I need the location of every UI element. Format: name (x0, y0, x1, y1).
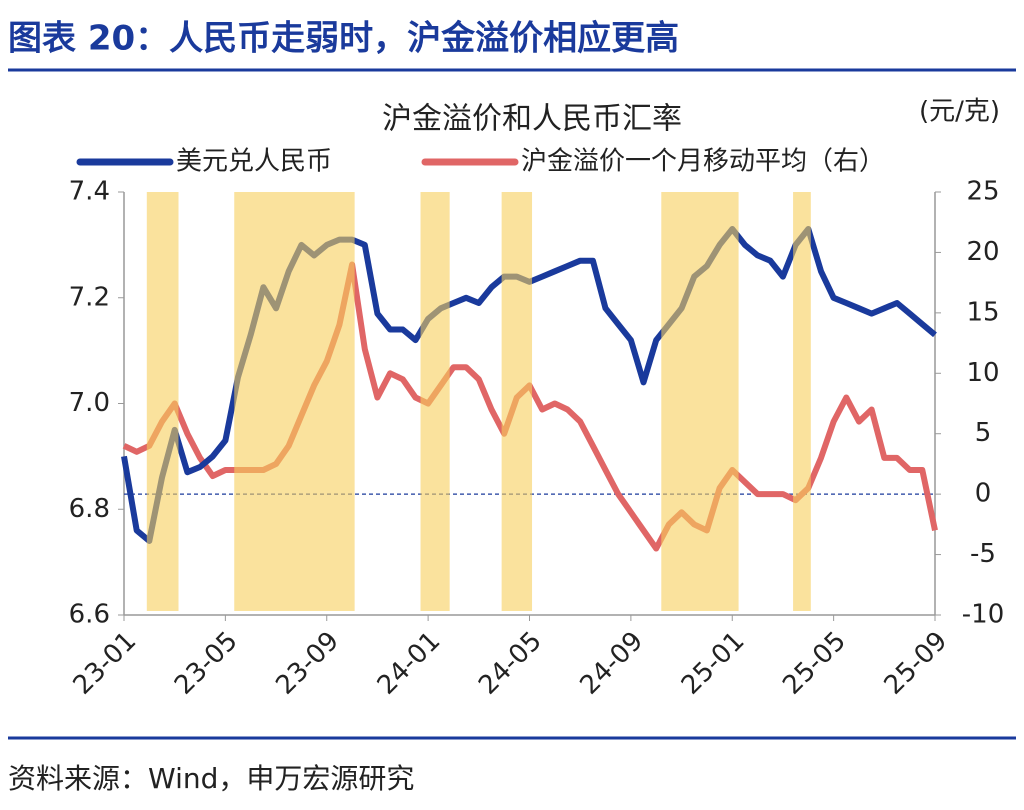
x-tick-label: 24-09 (574, 626, 649, 701)
y2-axis-label: (元/克) (919, 97, 1000, 127)
y-tick-label: 7.4 (69, 177, 110, 207)
x-tick-label: 24-01 (372, 626, 447, 701)
y2-tick-label: 10 (966, 358, 999, 388)
x-tick-label: 24-05 (473, 626, 548, 701)
shaded-period (661, 192, 739, 611)
shaded-period (793, 192, 811, 611)
shaded-period (146, 192, 179, 611)
y2-tick-label: 25 (966, 177, 999, 207)
shaded-period (234, 192, 355, 611)
x-tick-label: 23-05 (169, 626, 244, 701)
source-note: 资料来源：Wind，申万宏源研究 (8, 762, 414, 795)
y2-tick-label: 15 (966, 297, 999, 327)
x-tick-label: 25-01 (676, 626, 751, 701)
shaded-period (420, 192, 450, 611)
y2-tick-label: 20 (966, 237, 999, 267)
chart-title: 沪金溢价和人民币汇率 (382, 102, 682, 137)
x-tick-label: 25-05 (777, 626, 852, 701)
header-title: 图表 20：人民币走弱时，沪金溢价相应更高 (8, 19, 679, 59)
y2-tick-label: -10 (962, 600, 1004, 630)
y2-tick-label: 0 (975, 479, 992, 509)
x-tick-label: 23-01 (68, 626, 143, 701)
x-tick-label: 23-09 (270, 626, 345, 701)
y2-tick-label: 5 (975, 418, 992, 448)
y2-tick-label: -5 (970, 539, 996, 569)
legend-label: 沪金溢价一个月移动平均（右） (521, 147, 885, 177)
x-tick-label: 25-09 (879, 626, 954, 701)
y-tick-label: 7.0 (69, 388, 110, 418)
y-tick-label: 6.6 (69, 600, 110, 630)
y-tick-label: 6.8 (69, 494, 110, 524)
y-tick-label: 7.2 (69, 282, 110, 312)
shaded-period (501, 192, 533, 611)
legend-label: 美元兑人民币 (176, 147, 332, 177)
